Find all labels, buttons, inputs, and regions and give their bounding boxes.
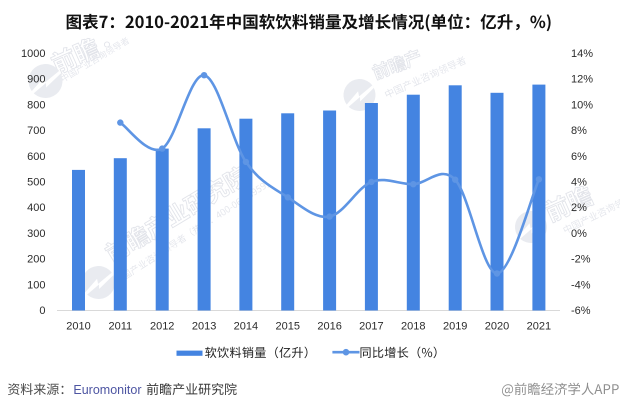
svg-text:2015: 2015 xyxy=(276,320,300,332)
svg-text:2%: 2% xyxy=(571,202,587,214)
svg-text:Euromonitor: Euromonitor xyxy=(73,383,141,397)
svg-text:12%: 12% xyxy=(571,74,593,86)
svg-text:2017: 2017 xyxy=(359,320,383,332)
svg-text:2020: 2020 xyxy=(485,320,509,332)
svg-text:-4%: -4% xyxy=(571,279,591,291)
svg-text:2014: 2014 xyxy=(234,320,258,332)
svg-text:100: 100 xyxy=(27,279,45,291)
svg-text:8%: 8% xyxy=(571,125,587,137)
svg-text:600: 600 xyxy=(27,151,45,163)
svg-text:2011: 2011 xyxy=(108,320,132,332)
svg-text:14%: 14% xyxy=(571,48,593,60)
svg-text:0%: 0% xyxy=(571,228,587,240)
svg-text:800: 800 xyxy=(27,99,45,111)
svg-text:900: 900 xyxy=(27,74,45,86)
svg-text:2018: 2018 xyxy=(401,320,425,332)
svg-text:10%: 10% xyxy=(571,99,593,111)
svg-text:700: 700 xyxy=(27,125,45,137)
svg-text:-2%: -2% xyxy=(571,254,591,266)
svg-text:2013: 2013 xyxy=(192,320,216,332)
svg-text:-6%: -6% xyxy=(571,305,591,317)
svg-text:200: 200 xyxy=(27,254,45,266)
svg-text:6%: 6% xyxy=(571,151,587,163)
svg-text:2010: 2010 xyxy=(66,320,90,332)
svg-text:400: 400 xyxy=(27,202,45,214)
svg-text:2016: 2016 xyxy=(317,320,341,332)
svg-text:2021: 2021 xyxy=(527,320,551,332)
svg-text:4%: 4% xyxy=(571,177,587,189)
svg-text:1000: 1000 xyxy=(21,48,45,60)
svg-text:0: 0 xyxy=(39,305,45,317)
svg-text:500: 500 xyxy=(27,177,45,189)
svg-text:300: 300 xyxy=(27,228,45,240)
svg-text:2012: 2012 xyxy=(150,320,174,332)
svg-text:2019: 2019 xyxy=(443,320,467,332)
